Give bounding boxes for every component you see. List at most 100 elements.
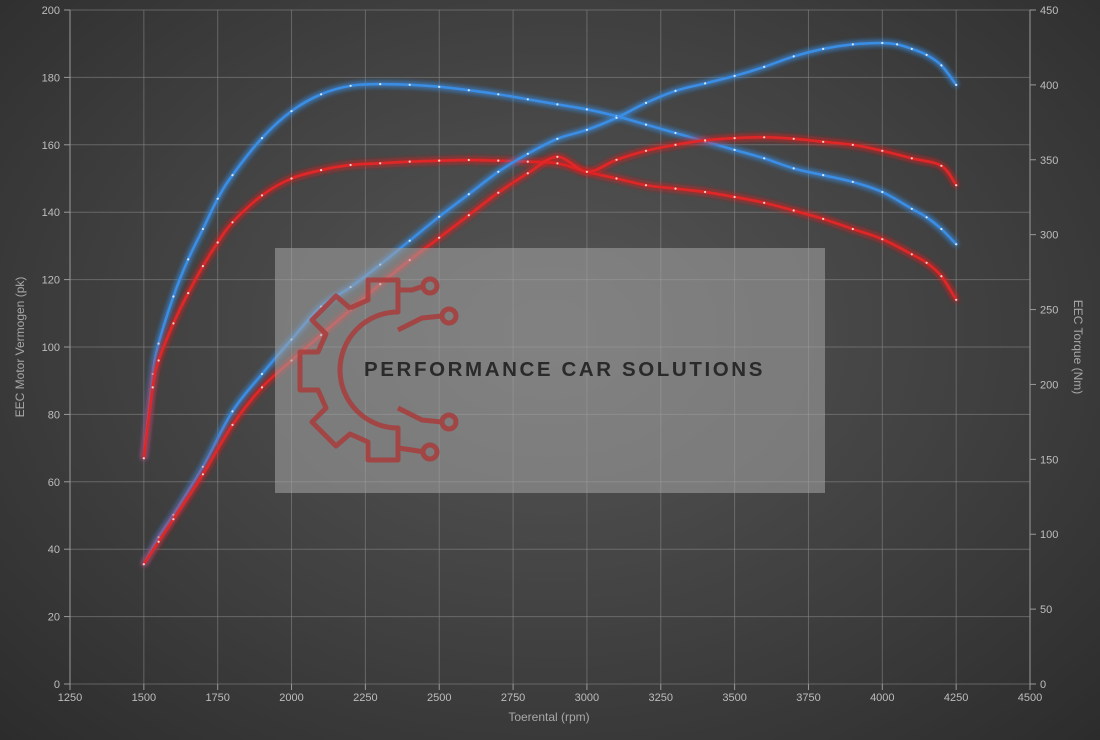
series-group — [142, 41, 958, 566]
series-line — [142, 136, 958, 566]
series-3-right-axis — [142, 41, 958, 566]
series-point — [231, 221, 234, 224]
right-tick-label: 0 — [1040, 679, 1046, 691]
series-point — [910, 157, 913, 160]
series-point — [910, 253, 913, 256]
series-line — [142, 158, 958, 460]
series-point — [320, 93, 323, 96]
series-1-left-axis — [142, 82, 958, 460]
series-point — [585, 128, 589, 131]
series-point — [881, 238, 884, 241]
x-tick-label: 3000 — [575, 692, 599, 704]
series-point — [940, 275, 943, 278]
left-tick-label: 20 — [48, 612, 60, 624]
series-point — [157, 536, 160, 539]
series-point — [822, 47, 825, 51]
series-point — [260, 386, 264, 389]
series-point — [408, 239, 411, 242]
series-point — [733, 148, 736, 151]
right-axis-title: EEC Torque (Nm) — [1071, 300, 1085, 394]
series-point — [881, 149, 884, 152]
left-tick-label: 40 — [48, 544, 60, 556]
series-point — [260, 137, 264, 140]
series-point — [172, 322, 175, 325]
series-point — [172, 518, 175, 521]
series-point — [644, 123, 648, 126]
series-point — [556, 162, 559, 165]
series-point — [349, 84, 352, 87]
series-point — [290, 177, 293, 180]
series-point — [763, 201, 766, 204]
series-point — [674, 131, 677, 135]
series-point — [438, 215, 441, 218]
series-point — [556, 103, 559, 106]
series-line — [142, 41, 958, 566]
series-point — [881, 41, 884, 45]
series-point — [644, 101, 648, 104]
series-point — [187, 292, 190, 295]
right-tick-label: 450 — [1040, 5, 1058, 17]
series-point — [408, 83, 411, 86]
series-point — [201, 473, 204, 476]
watermark-text: PERFORMANCE CAR SOLUTIONS — [364, 358, 765, 381]
left-tick-label: 140 — [42, 207, 60, 219]
series-point — [763, 157, 766, 160]
x-tick-label: 4250 — [944, 692, 968, 704]
series-point — [674, 89, 677, 92]
series-point — [497, 93, 500, 96]
series-point — [497, 170, 500, 173]
series-point — [822, 140, 825, 143]
series-point — [497, 159, 500, 162]
series-point — [157, 359, 160, 362]
series-point — [408, 160, 411, 163]
series-point — [792, 209, 795, 212]
left-axis-title: EEC Motor Vermogen (pk) — [13, 277, 27, 418]
x-tick-label: 2750 — [501, 692, 525, 704]
series-point — [822, 174, 825, 177]
series-point — [438, 159, 441, 162]
series-point — [497, 191, 500, 194]
series-point — [438, 236, 441, 239]
series-point — [231, 174, 234, 177]
right-tick-label: 250 — [1040, 305, 1058, 317]
series-point — [151, 372, 154, 376]
series-point — [644, 149, 648, 152]
series-point — [644, 184, 648, 187]
series-point — [851, 180, 854, 183]
series-point — [955, 298, 958, 301]
series-point — [763, 136, 766, 139]
series-point — [940, 64, 943, 67]
series-point — [851, 43, 854, 46]
series-point — [940, 227, 943, 231]
series-point — [955, 184, 958, 187]
series-point — [142, 563, 145, 566]
series-point — [379, 162, 382, 165]
left-tick-label: 100 — [42, 342, 60, 354]
series-point — [201, 465, 204, 468]
series-point — [260, 194, 264, 197]
series-point — [615, 158, 618, 161]
series-point — [201, 265, 204, 268]
series-point — [955, 243, 958, 246]
gear-circuit-icon — [297, 276, 459, 463]
series-point — [925, 216, 928, 219]
series-point — [142, 457, 145, 460]
left-tick-label: 180 — [42, 72, 60, 84]
x-tick-label: 1750 — [205, 692, 229, 704]
series-point — [526, 172, 529, 175]
series-point — [290, 110, 293, 113]
series-point — [615, 116, 618, 119]
x-tick-label: 2500 — [427, 692, 451, 704]
series-point — [157, 342, 160, 345]
right-tick-label: 350 — [1040, 155, 1058, 167]
right-tick-label: 400 — [1040, 80, 1058, 92]
x-axis-title: Toerental (rpm) — [508, 710, 589, 724]
series-point — [526, 152, 529, 155]
series-point — [151, 386, 154, 389]
series-point — [851, 227, 854, 231]
series-point — [925, 53, 928, 57]
right-tick-label: 150 — [1040, 454, 1058, 466]
right-axis-ticks: 0 50 100 150 200 250 300 350 400 450 — [1030, 5, 1058, 691]
x-tick-label: 1500 — [132, 692, 156, 704]
